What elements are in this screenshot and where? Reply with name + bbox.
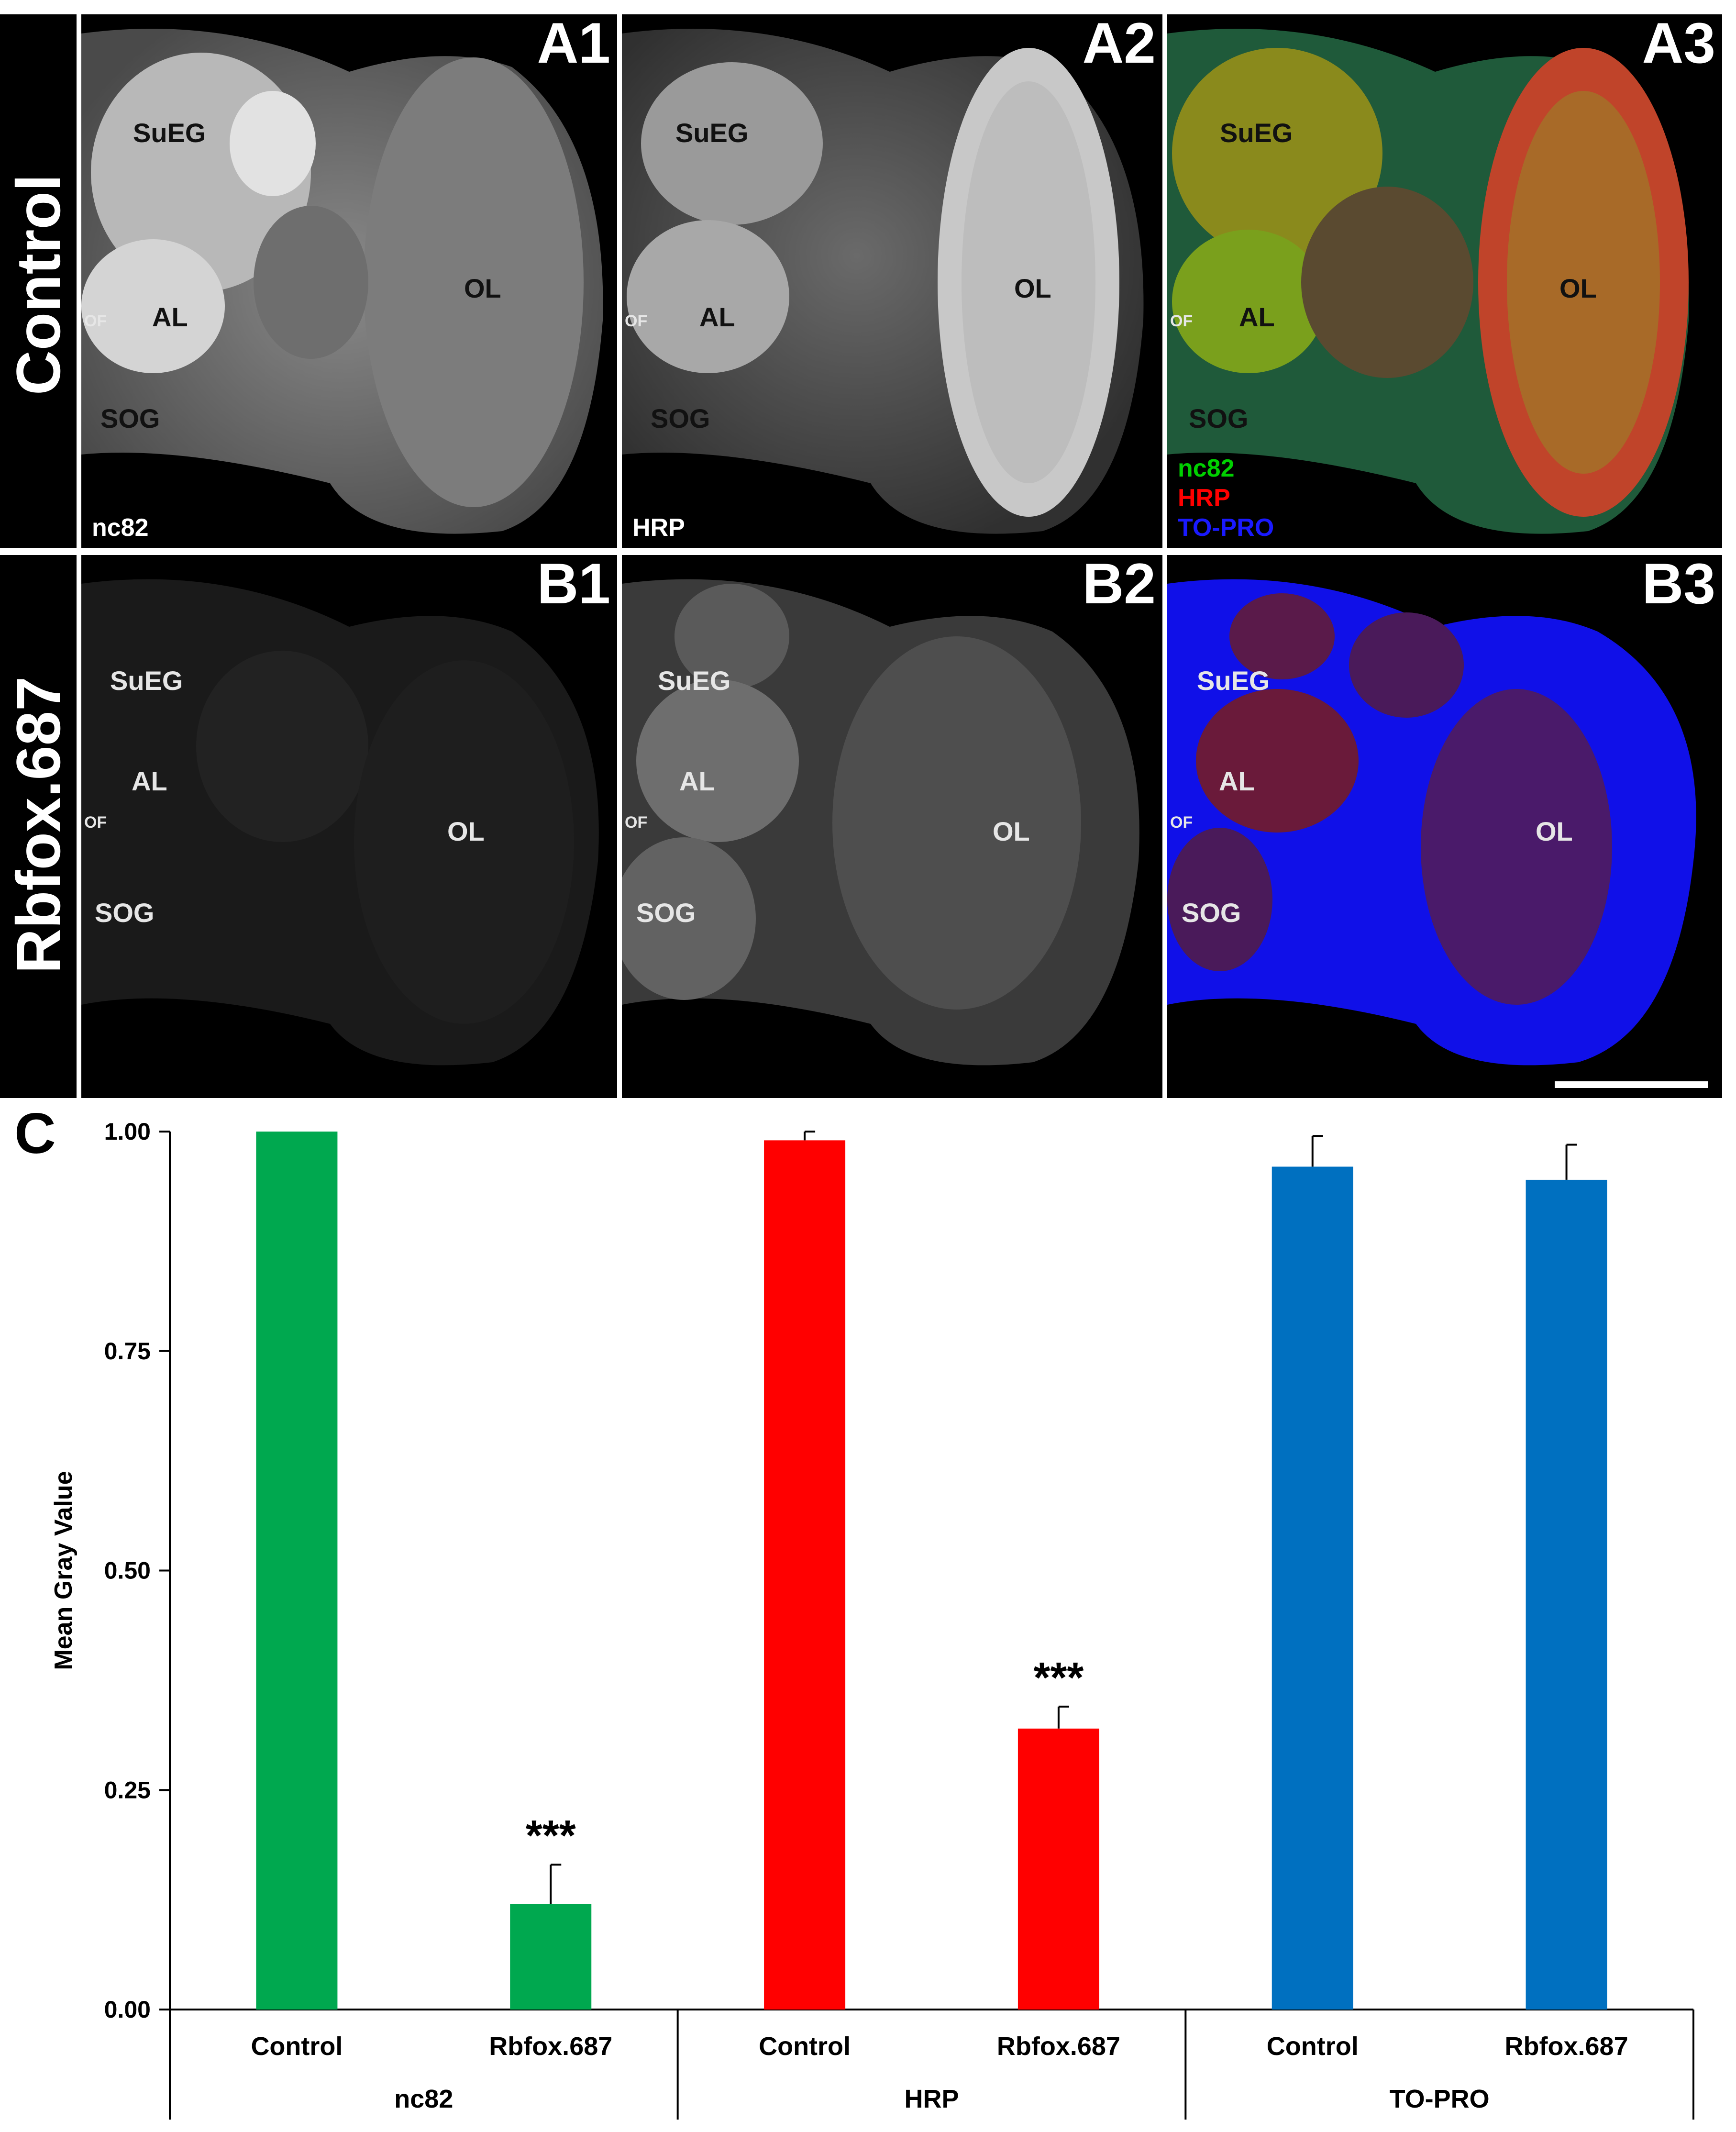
bar xyxy=(256,1132,338,2010)
panel-a3: A3 SuEG AL OF SOG OL nc82 HRP TO-PRO xyxy=(1167,14,1722,548)
panel-b3: B3 SuEG AL OF SOG OL xyxy=(1167,555,1722,1098)
y-tick-label: 0.50 xyxy=(104,1557,151,1584)
brain-image-b1 xyxy=(81,579,599,1066)
y-tick-label: 0.00 xyxy=(104,1996,151,2023)
significance-marker: *** xyxy=(526,1812,576,1860)
significance-marker: *** xyxy=(1033,1654,1084,1702)
x-tick-label: Control xyxy=(1267,2032,1359,2061)
x-tick-label: Control xyxy=(251,2032,343,2061)
panel-id-b1: B1 xyxy=(537,555,610,616)
group-label: nc82 xyxy=(394,2085,453,2113)
y-tick-label: 0.75 xyxy=(104,1338,151,1365)
panel-a1: A1 SuEG AL OF SOG OL nc82 xyxy=(81,14,617,548)
x-tick-label: Rbfox.687 xyxy=(997,2032,1120,2061)
row-label-control: Control xyxy=(3,174,73,396)
brain-image-a2 xyxy=(622,29,1144,534)
panel-c-label: C xyxy=(14,1101,56,1166)
label-sueg: SuEG xyxy=(675,118,749,148)
label-al: AL xyxy=(1219,766,1255,796)
brain-image-a3 xyxy=(1167,29,1689,534)
brain-image-b3 xyxy=(1167,579,1708,1088)
label-of: OF xyxy=(625,312,648,330)
panel-a2: A2 SuEG AL OF SOG OL HRP xyxy=(622,14,1162,548)
panel-id-b2: B2 xyxy=(1082,555,1156,616)
panel-b2: B2 SuEG AL OF SOG OL xyxy=(622,555,1162,1098)
label-ol: OL xyxy=(464,273,501,303)
label-ol: OL xyxy=(993,816,1030,846)
label-of: OF xyxy=(625,813,648,832)
label-sog: SOG xyxy=(651,403,710,433)
label-ol: OL xyxy=(1014,273,1051,303)
stain-label-a1: nc82 xyxy=(92,514,149,542)
x-tick-label: Rbfox.687 xyxy=(1505,2032,1628,2061)
panel-b1: B1 SuEG AL OF SOG OL xyxy=(81,555,617,1098)
label-al: AL xyxy=(679,766,715,796)
bar xyxy=(1017,1728,1099,2010)
label-of: OF xyxy=(1170,312,1193,330)
brain-image-b2 xyxy=(622,579,1139,1066)
bar-chart: 0.00 0.25 0.50 0.75 1.00 Mean Gray Value Contr… xyxy=(50,1118,1694,2120)
label-sueg: SuEG xyxy=(658,666,731,696)
y-axis-label: Mean Gray Value xyxy=(50,1471,77,1670)
bar xyxy=(1526,1179,1607,2010)
label-sog: SOG xyxy=(1189,403,1249,433)
label-al: AL xyxy=(152,302,188,332)
group-label: HRP xyxy=(904,2085,959,2113)
label-of: OF xyxy=(84,813,107,832)
label-ol: OL xyxy=(1559,273,1597,303)
label-sog: SOG xyxy=(100,403,160,433)
label-sog: SOG xyxy=(1182,898,1241,928)
panel-id-a2: A2 xyxy=(1082,14,1156,75)
label-al: AL xyxy=(132,766,167,796)
brain-image-a1 xyxy=(81,29,603,534)
label-sueg: SuEG xyxy=(1197,666,1270,696)
label-ol: OL xyxy=(447,816,485,846)
row-band-rbfox xyxy=(0,555,77,1098)
legend-topro: TO-PRO xyxy=(1178,514,1274,542)
x-tick-label: Rbfox.687 xyxy=(489,2032,612,2061)
legend-nc82: nc82 xyxy=(1178,455,1235,482)
panel-id-b3: B3 xyxy=(1642,555,1715,616)
label-al: AL xyxy=(699,302,735,332)
label-sueg: SuEG xyxy=(1220,118,1293,148)
label-ol: OL xyxy=(1536,816,1573,846)
row-band-control xyxy=(0,14,77,548)
bar xyxy=(764,1140,846,2010)
stain-label-a2: HRP xyxy=(632,514,685,542)
label-sog: SOG xyxy=(636,898,696,928)
label-sueg: SuEG xyxy=(110,666,183,696)
label-of: OF xyxy=(84,312,107,330)
bar xyxy=(1272,1166,1353,2010)
label-sueg: SuEG xyxy=(133,118,206,148)
x-tick-label: Control xyxy=(759,2032,851,2061)
panel-id-a3: A3 xyxy=(1642,14,1715,75)
label-sog: SOG xyxy=(95,898,155,928)
scale-bar xyxy=(1555,1081,1708,1088)
row-label-rbfox: Rbfox.687 xyxy=(3,676,73,974)
legend-hrp: HRP xyxy=(1178,484,1230,512)
y-tick-label: 0.25 xyxy=(104,1777,151,1803)
group-label: TO-PRO xyxy=(1390,2085,1490,2113)
label-al: AL xyxy=(1239,302,1275,332)
label-of: OF xyxy=(1170,813,1193,832)
y-tick-label: 1.00 xyxy=(104,1118,151,1145)
panel-id-a1: A1 xyxy=(537,14,610,75)
bar xyxy=(510,1904,592,2010)
